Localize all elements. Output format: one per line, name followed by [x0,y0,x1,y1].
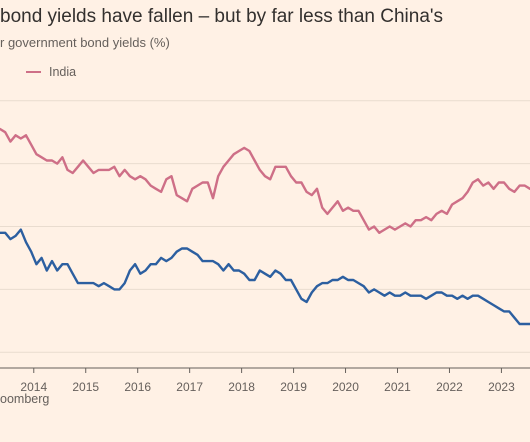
legend-label-india: India [49,65,77,79]
source-note: oomberg [0,392,50,406]
x-tick-label-2018: 2018 [228,380,255,394]
series-line-series-1 [0,228,530,326]
legend-swatch-india [26,71,41,73]
chart-subtitle: r government bond yields (%) [0,35,170,50]
x-tick-label-2014: 2014 [20,380,47,394]
x-tick-label-2017: 2017 [176,380,203,394]
x-tick-label-2016: 2016 [124,380,151,394]
chart-title: bond yields have fallen – but by far les… [0,6,444,27]
x-tick-label-2023: 2023 [488,380,515,394]
x-tick-label-2019: 2019 [280,380,307,394]
x-tick-label-2021: 2021 [384,380,411,394]
legend: India [26,65,76,79]
x-tick-label-2020: 2020 [332,380,359,394]
x-tick-label-2015: 2015 [72,380,99,394]
series-line-india [0,127,530,235]
x-tick-label-2022: 2022 [436,380,463,394]
